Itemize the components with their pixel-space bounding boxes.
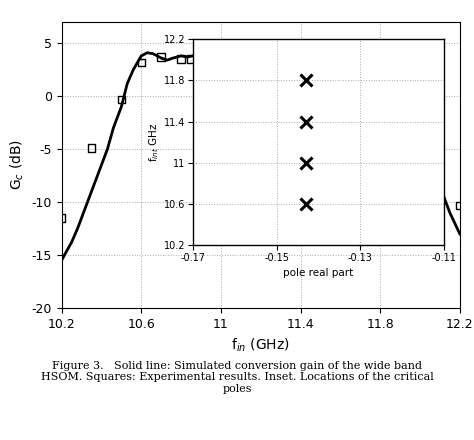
Point <box>227 55 235 62</box>
Point <box>456 202 464 209</box>
Text: Figure 3.   Solid line: Simulated conversion gain of the wide band
HSOM. Squares: Figure 3. Solid line: Simulated conversi… <box>41 361 433 394</box>
Point <box>217 55 225 62</box>
Point <box>297 55 304 62</box>
Point <box>88 144 95 151</box>
Point <box>257 45 264 52</box>
X-axis label: f$_{in}$ (GHz): f$_{in}$ (GHz) <box>231 336 290 354</box>
Y-axis label: G$_c$ (dB): G$_c$ (dB) <box>9 139 26 191</box>
Point <box>416 112 424 119</box>
Point <box>386 59 394 66</box>
Point <box>337 45 344 52</box>
Point <box>118 96 125 103</box>
Point <box>58 214 65 221</box>
Point <box>187 55 195 62</box>
Point <box>157 53 165 60</box>
Point <box>396 63 404 70</box>
Point <box>207 52 215 59</box>
Point <box>137 59 145 66</box>
Point <box>177 55 185 62</box>
Point <box>366 55 374 62</box>
